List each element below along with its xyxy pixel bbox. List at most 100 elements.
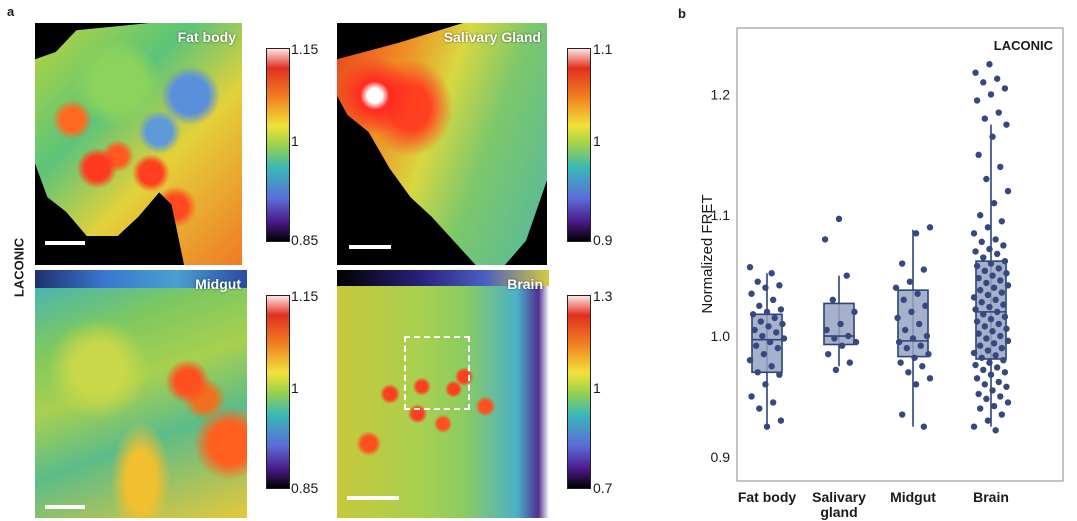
data-point [771,314,778,322]
data-point [992,236,999,243]
data-point [923,332,931,340]
data-point [973,262,981,270]
data-point [970,230,978,237]
data-point [1004,337,1012,345]
data-point [823,326,830,334]
brain-image: Brain [337,270,549,518]
data-point [756,405,763,412]
data-point [1004,282,1012,289]
x-tick-label: Fat body [738,489,797,505]
colorbar-max-label: 1.3 [593,288,613,304]
data-point [780,335,788,342]
data-point [970,423,978,430]
y-tick-label: 0.9 [711,449,731,465]
data-point [970,349,978,357]
data-point [987,91,995,98]
data-point [898,260,906,267]
data-point [992,352,999,359]
data-point [831,335,838,342]
data-point [976,405,984,412]
data-point [751,326,758,334]
data-point [917,342,924,349]
data-point [1003,121,1010,128]
y-tick-label: 1.0 [711,328,731,344]
data-point [749,311,757,318]
data-point [895,338,903,346]
data-point [980,254,987,261]
plot-frame [736,27,1064,482]
colorbar-mid-label: 1 [593,133,601,149]
midgut-image: Midgut [35,270,247,518]
data-point [975,390,982,398]
laconic-side-label: LACONIC [11,237,27,298]
data-point [773,329,780,336]
data-point [905,369,912,376]
data-point [997,277,1004,284]
scale-bar [45,241,85,245]
data-point [995,378,1002,386]
data-point [769,399,777,406]
data-point [975,151,982,159]
data-point [973,97,981,104]
data-point [909,335,917,342]
data-point [852,338,860,346]
data-point [976,342,984,349]
data-point [824,350,832,358]
colorbar-mid-label: 1 [291,380,299,396]
x-tick-label: Midgut [890,489,936,505]
data-point [972,248,979,255]
data-point [986,245,993,253]
colorbar-mid-label: 1 [291,133,299,149]
data-point [756,302,763,310]
data-point [973,375,981,382]
data-point [1003,270,1010,277]
data-point [1001,313,1009,320]
image-title: Midgut [195,276,241,292]
data-point [757,318,765,325]
data-point [762,381,769,388]
data-point [897,359,904,366]
data-point [900,296,907,303]
data-point [838,342,846,349]
data-point [754,369,761,376]
scale-bar [45,505,85,509]
data-point [1000,301,1007,308]
data-point [1000,242,1007,249]
data-point [984,291,992,299]
data-point [760,350,768,358]
data-point [987,260,995,267]
data-point [1001,257,1009,265]
data-point [903,344,911,352]
data-point [981,267,989,275]
data-point [911,354,918,361]
data-point [972,361,979,369]
data-point [998,289,1006,296]
data-point [1003,383,1010,390]
data-point [990,340,998,347]
data-point [998,218,1006,225]
data-point [986,61,993,68]
colorbar-max-label: 1.15 [291,288,319,304]
image-title: Brain [507,276,543,292]
data-point [908,308,915,316]
data-point [906,278,914,285]
data-point [776,282,783,289]
data-point [763,308,771,316]
data-point [976,212,984,219]
data-point [763,423,771,430]
data-point [766,338,774,346]
data-point [975,274,982,282]
data-point [993,250,1001,258]
data-point [992,296,999,303]
data-point [980,79,987,86]
data-point [777,417,785,424]
panel-b-letter: b [678,6,686,21]
data-point [762,284,769,291]
data-point [821,236,829,243]
colorbar-min-label: 0.9 [593,232,613,248]
colorbar-mid-label: 1 [593,380,601,396]
data-point [989,133,996,140]
data-point [748,393,755,400]
data-point [915,320,923,328]
data-point [983,395,990,403]
